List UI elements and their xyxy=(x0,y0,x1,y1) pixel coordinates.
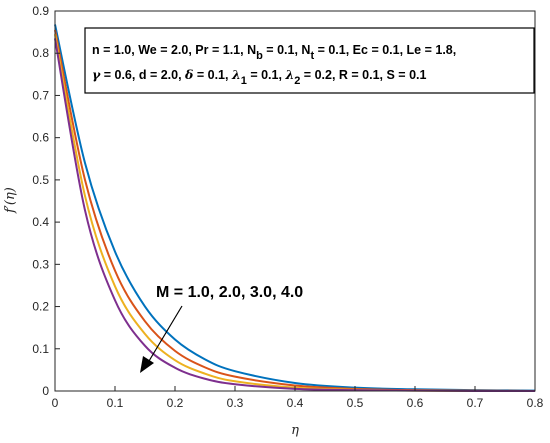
x-tick-label: 0.3 xyxy=(227,396,244,410)
y-tick-label: 0.5 xyxy=(32,173,49,187)
x-tick-label: 0.7 xyxy=(467,396,484,410)
x-tick-label: 0.4 xyxy=(287,396,304,410)
m-annotation-arrow-line xyxy=(145,305,183,367)
y-tick-label: 0.7 xyxy=(32,88,49,102)
y-tick-label: 0.1 xyxy=(32,342,49,356)
x-axis-title: η xyxy=(291,423,299,438)
m-annotation: M = 1.0, 2.0, 3.0, 4.0 xyxy=(140,284,303,373)
x-axis-label: η xyxy=(291,423,299,438)
m-annotation-arrowhead xyxy=(140,356,154,373)
x-tick-label: 0.1 xyxy=(107,396,124,410)
x-tick-label: 0 xyxy=(52,396,59,410)
ticks-layer: 0 0.1 0.2 0.3 0.4 0.5 0.6 0.7 0.8 0 0.1 0.2 0.3 0.4 0.… xyxy=(32,4,543,410)
y-tick-label: 0.2 xyxy=(32,300,49,314)
y-axis-title: f′(η) xyxy=(3,187,18,214)
y-tick-label: 0 xyxy=(42,384,49,398)
x-tick-label: 0.8 xyxy=(527,396,544,410)
parameter-line-2: γ = 0.6, d = 2.0, δ = 0.1, λ1 = 0.1, λ2 … xyxy=(92,67,426,87)
x-tick-label: 0.5 xyxy=(347,396,364,410)
y-tick-label: 0.9 xyxy=(32,4,49,18)
parameter-box-frame xyxy=(84,27,535,94)
m-annotation-label: M = 1.0, 2.0, 3.0, 4.0 xyxy=(156,284,303,301)
y-axis-label: f′(η) xyxy=(3,187,18,214)
y-tick-label: 0.4 xyxy=(32,215,49,229)
x-tick-label: 0.6 xyxy=(407,396,424,410)
y-tick-label: 0.6 xyxy=(32,131,49,145)
parameter-box: n = 1.0, We = 2.0, Pr = 1.1, Nb = 0.1, N… xyxy=(84,27,535,94)
y-tick-label: 0.3 xyxy=(32,257,49,271)
y-tick-label: 0.8 xyxy=(32,46,49,60)
x-tick-label: 0.2 xyxy=(167,396,184,410)
